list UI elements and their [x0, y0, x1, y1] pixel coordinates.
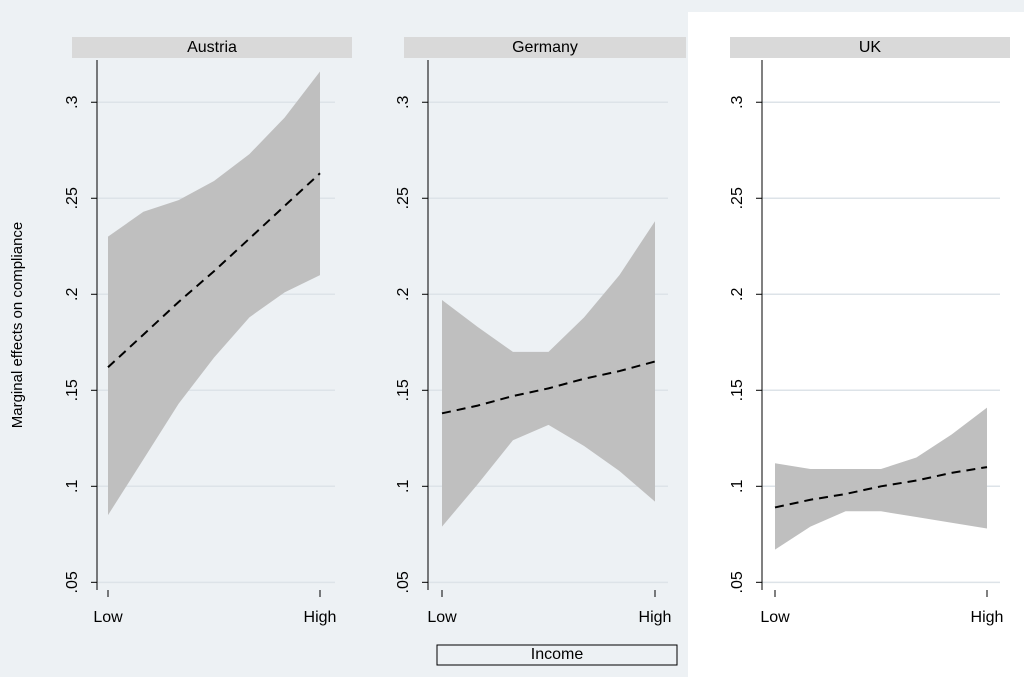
panel-title: Germany — [512, 39, 578, 56]
x-tick-label: High — [971, 609, 1004, 626]
y-tick-label: .1 — [395, 480, 412, 493]
confidence-band — [108, 71, 320, 516]
y-tick-label: .15 — [64, 379, 81, 401]
confidence-band — [442, 221, 655, 527]
panel-title: UK — [859, 39, 882, 56]
panel-header — [72, 37, 352, 58]
panel-title: Austria — [187, 39, 237, 56]
estimate-line — [774, 466, 988, 509]
x-tick-label: Low — [93, 609, 123, 626]
y-tick-label: .2 — [729, 288, 746, 301]
x-tick-label: Low — [760, 609, 790, 626]
panel-header — [730, 37, 1010, 58]
y-tick-label: .3 — [729, 95, 746, 108]
y-tick-label: .2 — [64, 288, 81, 301]
y-tick-label: .25 — [64, 187, 81, 209]
y-tick-label: .3 — [395, 95, 412, 108]
y-tick-label: .15 — [729, 379, 746, 401]
confidence-band — [775, 407, 987, 550]
y-tick-label: .05 — [395, 571, 412, 593]
y-tick-label: .25 — [395, 187, 412, 209]
panel-background — [688, 12, 1024, 677]
y-axis-title: Marginal effects on compliance — [9, 222, 26, 429]
y-tick-label: .1 — [729, 480, 746, 493]
x-tick-label: High — [639, 609, 672, 626]
y-tick-label: .1 — [64, 480, 81, 493]
y-tick-label: .25 — [729, 187, 746, 209]
y-tick-label: .2 — [395, 288, 412, 301]
x-axis-title-box — [436, 644, 678, 666]
panel-header — [404, 37, 686, 58]
estimate-line — [107, 172, 321, 368]
y-tick-label: .15 — [395, 379, 412, 401]
estimate-line — [441, 360, 656, 415]
x-tick-label: Low — [427, 609, 457, 626]
y-tick-label: .3 — [64, 95, 81, 108]
y-tick-label: .05 — [729, 571, 746, 593]
x-axis-title: Income — [531, 646, 584, 663]
y-tick-label: .05 — [64, 571, 81, 593]
x-tick-label: High — [304, 609, 337, 626]
